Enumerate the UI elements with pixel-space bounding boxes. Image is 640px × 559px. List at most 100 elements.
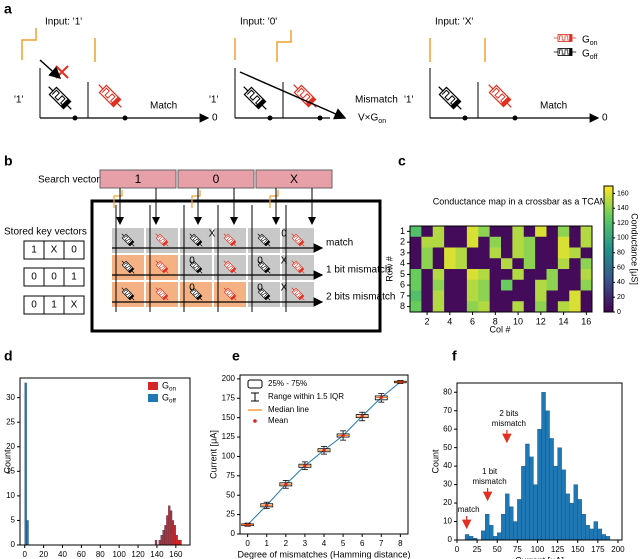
histogram-bar	[533, 484, 538, 541]
legend-label: Mean	[268, 416, 288, 425]
heatmap-cell	[466, 279, 479, 291]
panel-label: e	[232, 348, 240, 364]
x-tick-label: 75	[513, 545, 522, 554]
heatmap-cell	[580, 279, 593, 291]
colorbar-step	[604, 252, 613, 256]
heatmap-cell	[546, 258, 559, 270]
legend-swatch	[148, 394, 158, 402]
mean-marker	[265, 503, 269, 507]
heatmap-cell	[466, 290, 479, 302]
memristor-icon	[291, 287, 305, 301]
heatmap-cell	[546, 301, 559, 313]
x-axis-label: Col #	[489, 324, 510, 334]
memristor-end	[264, 267, 270, 273]
histogram-bar	[565, 493, 570, 541]
memristor-zigzag	[559, 49, 571, 55]
plot-frame	[456, 382, 623, 541]
histogram-bar	[601, 534, 607, 541]
memristor-icon	[243, 86, 267, 110]
memristor-icon	[257, 260, 271, 274]
colorbar-step	[604, 204, 613, 209]
y-tick-label: 15	[6, 466, 15, 475]
heatmap-cell	[466, 226, 479, 238]
y-tick-label: 40	[443, 461, 452, 470]
heatmap-cell	[523, 258, 536, 270]
histogram-bar	[489, 525, 494, 541]
heatmap-cell	[489, 236, 502, 248]
key-bit-label: 1	[71, 272, 77, 283]
colorbar-step	[604, 195, 613, 199]
output-result: V×G	[358, 113, 379, 124]
input-waveform	[191, 190, 201, 208]
memristor-end	[230, 240, 236, 246]
colorbar-step	[604, 239, 613, 244]
memristor-zigzag	[191, 289, 200, 299]
colorbar-step	[604, 261, 613, 266]
histogram-bar	[175, 535, 178, 546]
memristor-end	[264, 240, 270, 246]
heatmap-cell	[455, 301, 468, 313]
heatmap-cell	[410, 226, 422, 238]
heatmap-cell	[489, 226, 502, 238]
memristor-end	[128, 240, 134, 246]
heatmap-cell	[569, 258, 581, 270]
memristor-end	[569, 34, 572, 42]
memristor-icon	[121, 260, 135, 274]
heatmap-cell	[410, 279, 422, 291]
y-axis-label: Row #	[384, 256, 394, 282]
y-tick-label: 2	[400, 237, 405, 247]
colorbar-step	[604, 283, 613, 288]
colorbar-step	[604, 198, 613, 203]
heatmap-cell	[432, 258, 445, 270]
heatmap-cell	[557, 301, 570, 313]
x-tick-label: 125	[551, 545, 565, 554]
mean-marker	[284, 482, 288, 486]
heatmap-cell	[512, 269, 525, 281]
annotation: match	[458, 505, 480, 514]
heatmap-cell	[535, 279, 547, 291]
x-tick-label: 2	[425, 316, 430, 326]
heatmap-cell	[421, 269, 434, 281]
colorbar-step	[604, 289, 613, 294]
x-tick-label: 60	[77, 550, 86, 559]
histogram-bar	[485, 513, 490, 541]
heatmap-cell	[580, 258, 593, 270]
colorbar-step	[604, 245, 613, 250]
row-output: match	[326, 238, 353, 249]
memristor-end	[162, 267, 168, 273]
key-bit-label: 0	[31, 300, 37, 311]
output-result: 0	[602, 113, 608, 124]
x-tick-label: 100	[531, 545, 545, 554]
node-dot	[72, 115, 78, 121]
histogram-bar	[24, 382, 27, 546]
memristor-zigzag	[225, 235, 234, 245]
heatmap-cell	[557, 269, 570, 281]
heatmap-cell	[501, 290, 513, 302]
histogram-bar	[541, 392, 546, 541]
histogram-bar	[561, 469, 566, 541]
cell-label: X	[209, 229, 216, 240]
colorbar-step	[604, 277, 613, 281]
colorbar-label: Conductance [μS]	[630, 213, 640, 285]
memristor-zigzag	[123, 262, 132, 272]
y-tick-label: 175	[222, 393, 236, 402]
memristor-zigzag	[157, 235, 166, 245]
heatmap-cell	[546, 269, 559, 281]
heatmap-cell	[455, 279, 468, 291]
y-tick-label: 50	[443, 443, 452, 452]
x-tick-label: 1	[265, 539, 270, 548]
heatmap-cell	[501, 258, 513, 270]
heatmap-cell	[501, 269, 513, 281]
colorbar-tick-label: 80	[617, 250, 625, 257]
heatmap-cell	[432, 226, 445, 238]
x-tick-label: 100	[112, 550, 126, 559]
heatmap-cell	[580, 290, 593, 302]
histogram-bar	[537, 429, 542, 541]
plot-frame	[603, 185, 614, 313]
search-bit-label: 0	[213, 172, 220, 186]
heatmap-cell	[580, 236, 593, 248]
heatmap-cell	[512, 301, 525, 313]
y-tick-label: 0	[231, 529, 236, 538]
heatmap-cell	[478, 226, 490, 238]
colorbar-step	[604, 201, 613, 206]
